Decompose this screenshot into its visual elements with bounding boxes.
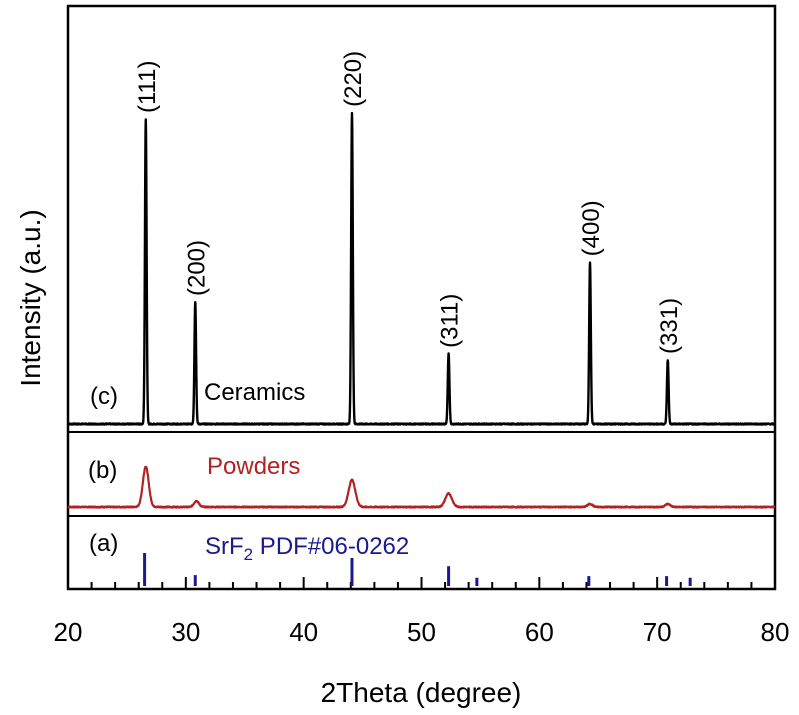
panel-label-b: (b) bbox=[88, 457, 117, 484]
x-tick-label: 50 bbox=[407, 617, 436, 647]
hkl-label: (311) bbox=[437, 294, 464, 348]
x-axis-tick-labels: 20 30 40 50 60 70 80 bbox=[54, 617, 790, 647]
ceramics-curve bbox=[67, 111, 776, 426]
series-name-reference: SrF2 PDF#06-0262 bbox=[205, 533, 409, 564]
series-name-ceramics: Ceramics bbox=[204, 379, 305, 406]
x-axis-label: 2Theta (degree) bbox=[321, 677, 522, 708]
series-annotations: (111) (200) (220) (311) (400) (331) (c) Ceramic… bbox=[88, 51, 683, 564]
hkl-label: (111) bbox=[134, 61, 161, 113]
series-name-powders: Powders bbox=[207, 453, 300, 480]
x-tick-label: 30 bbox=[171, 617, 200, 647]
x-tick-label: 20 bbox=[54, 617, 83, 647]
hkl-label: (200) bbox=[183, 240, 210, 296]
hkl-label: (400) bbox=[578, 200, 605, 256]
x-tick-label: 40 bbox=[289, 617, 318, 647]
x-tick-label: 60 bbox=[525, 617, 554, 647]
reference-sticks bbox=[143, 553, 692, 586]
hkl-label: (220) bbox=[340, 51, 367, 107]
x-tick-label: 70 bbox=[643, 617, 672, 647]
panel-label-a: (a) bbox=[89, 530, 118, 557]
panel-label-c: (c) bbox=[90, 383, 118, 410]
series-curves bbox=[67, 111, 776, 509]
x-axis-ticks bbox=[67, 577, 776, 589]
powders-curve bbox=[67, 465, 776, 509]
hkl-label: (331) bbox=[656, 298, 683, 354]
x-tick-label: 80 bbox=[761, 617, 790, 647]
plot-frame bbox=[66, 4, 777, 591]
y-axis-label: Intensity (a.u.) bbox=[15, 209, 46, 386]
